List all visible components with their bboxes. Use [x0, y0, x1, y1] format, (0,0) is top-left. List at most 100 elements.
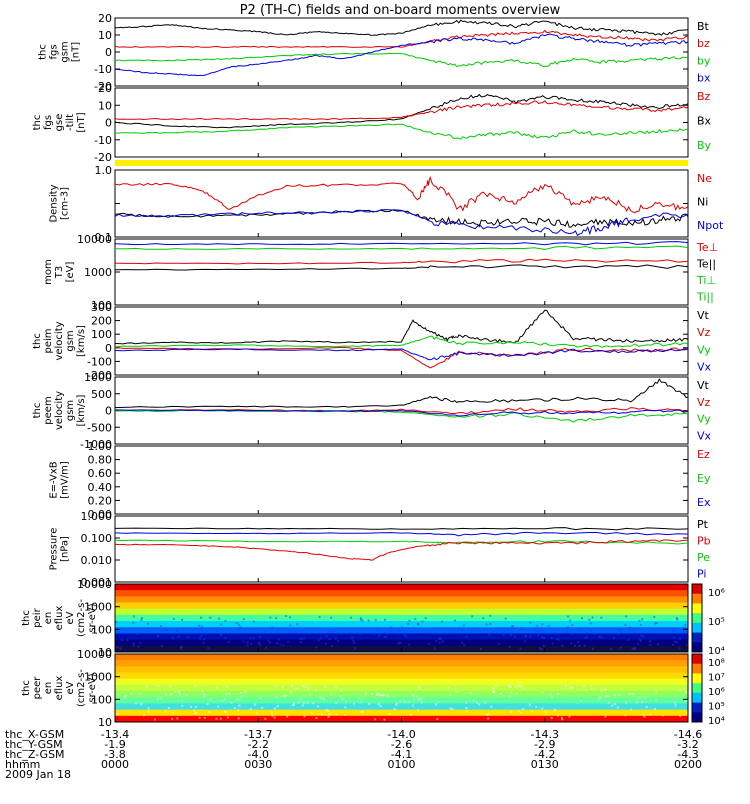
speckle — [180, 646, 182, 648]
legend-entry: Vx — [697, 430, 712, 443]
speckle — [335, 637, 337, 639]
y-tick-label: 1000 — [84, 266, 112, 279]
speckle — [558, 639, 560, 641]
y-tick-label: 0 — [105, 46, 112, 59]
speckle — [340, 689, 342, 691]
legend-entry: bz — [697, 37, 710, 50]
speckle — [600, 617, 602, 619]
speckle — [476, 702, 478, 704]
speckle — [590, 622, 592, 624]
speckle — [282, 686, 284, 688]
panel-pressure: 1.0000.1000.0100.001Pressure [nPa]PtPbPeP… — [49, 510, 711, 589]
spectrogram-band — [115, 609, 688, 616]
series-line-bx — [115, 34, 688, 76]
legend-entry: Ey — [697, 472, 711, 485]
speckle — [312, 702, 314, 704]
speckle — [375, 619, 377, 621]
speckle — [140, 619, 142, 621]
speckle — [278, 639, 280, 641]
speckle — [336, 713, 338, 715]
series-line-by — [115, 53, 688, 66]
speckle — [437, 701, 439, 703]
speckle — [509, 695, 511, 697]
y-axis-label: gsm — [65, 330, 76, 351]
speckle — [654, 708, 656, 710]
y-tick-label: 0 — [105, 405, 112, 418]
speckle — [520, 648, 522, 650]
speckle — [436, 718, 438, 720]
speckle — [610, 648, 612, 650]
speckle — [625, 615, 627, 617]
speckle — [624, 714, 626, 716]
speckle — [172, 637, 174, 639]
speckle — [161, 645, 163, 647]
speckle — [676, 642, 678, 644]
y-axis-label: eflux — [54, 676, 65, 701]
speckle — [374, 718, 376, 720]
speckle — [482, 617, 484, 619]
speckle — [529, 622, 531, 624]
colorbar-label: 10⁶ — [708, 687, 725, 698]
y-axis-label: velocity — [54, 391, 65, 430]
speckle — [461, 642, 463, 644]
speckle — [361, 711, 363, 713]
y-axis-label: (cm2-s- — [76, 669, 87, 707]
speckle — [421, 621, 423, 623]
y-tick-label: 10 — [98, 29, 112, 42]
speckle — [225, 694, 227, 696]
y-tick-label: -20 — [94, 151, 112, 164]
speckle — [373, 633, 375, 635]
legend-entry: Vz — [697, 396, 711, 409]
speckle — [449, 694, 451, 696]
speckle — [203, 642, 205, 644]
speckle — [618, 694, 620, 696]
panel-mom-temp: 100001000100mom T3 [eV]Te⊥Te||Ti⊥Ti|| — [43, 233, 718, 312]
speckle — [643, 714, 645, 716]
speckle — [486, 623, 488, 625]
speckle — [135, 702, 137, 704]
spectrogram-band — [115, 710, 688, 717]
speckle — [247, 642, 249, 644]
speckle — [259, 644, 261, 646]
speckle — [601, 690, 603, 692]
speckle — [277, 705, 279, 707]
y-tick-label: 0.100 — [81, 532, 113, 545]
speckle — [210, 699, 212, 701]
speckle — [420, 698, 422, 700]
y-axis-label: peim — [43, 328, 54, 353]
speckle — [168, 707, 170, 709]
speckle — [274, 708, 276, 710]
date-label: 2009 Jan 18 — [5, 768, 71, 781]
speckle — [592, 617, 594, 619]
speckle — [585, 689, 587, 691]
speckle — [345, 701, 347, 703]
spectrogram-band — [115, 654, 688, 661]
speckle — [655, 692, 657, 694]
speckle — [285, 695, 287, 697]
speckle — [237, 699, 239, 701]
speckle — [404, 701, 406, 703]
speckle — [640, 624, 642, 626]
colorbar-swatch — [692, 613, 702, 623]
speckle — [638, 620, 640, 622]
speckle — [634, 631, 636, 633]
speckle — [339, 696, 341, 698]
series-line-Vt — [115, 310, 688, 344]
speckle — [655, 622, 657, 624]
speckle — [399, 700, 401, 702]
legend-entry: Bx — [697, 114, 712, 127]
speckle — [201, 690, 203, 692]
speckle — [140, 703, 142, 705]
speckle — [465, 636, 467, 638]
speckle — [531, 710, 533, 712]
speckle — [275, 697, 277, 699]
speckle — [503, 630, 505, 632]
speckle — [674, 640, 676, 642]
speckle — [619, 629, 621, 631]
speckle — [293, 703, 295, 705]
speckle — [205, 633, 207, 635]
speckle — [380, 705, 382, 707]
speckle — [435, 703, 437, 705]
speckle — [396, 702, 398, 704]
